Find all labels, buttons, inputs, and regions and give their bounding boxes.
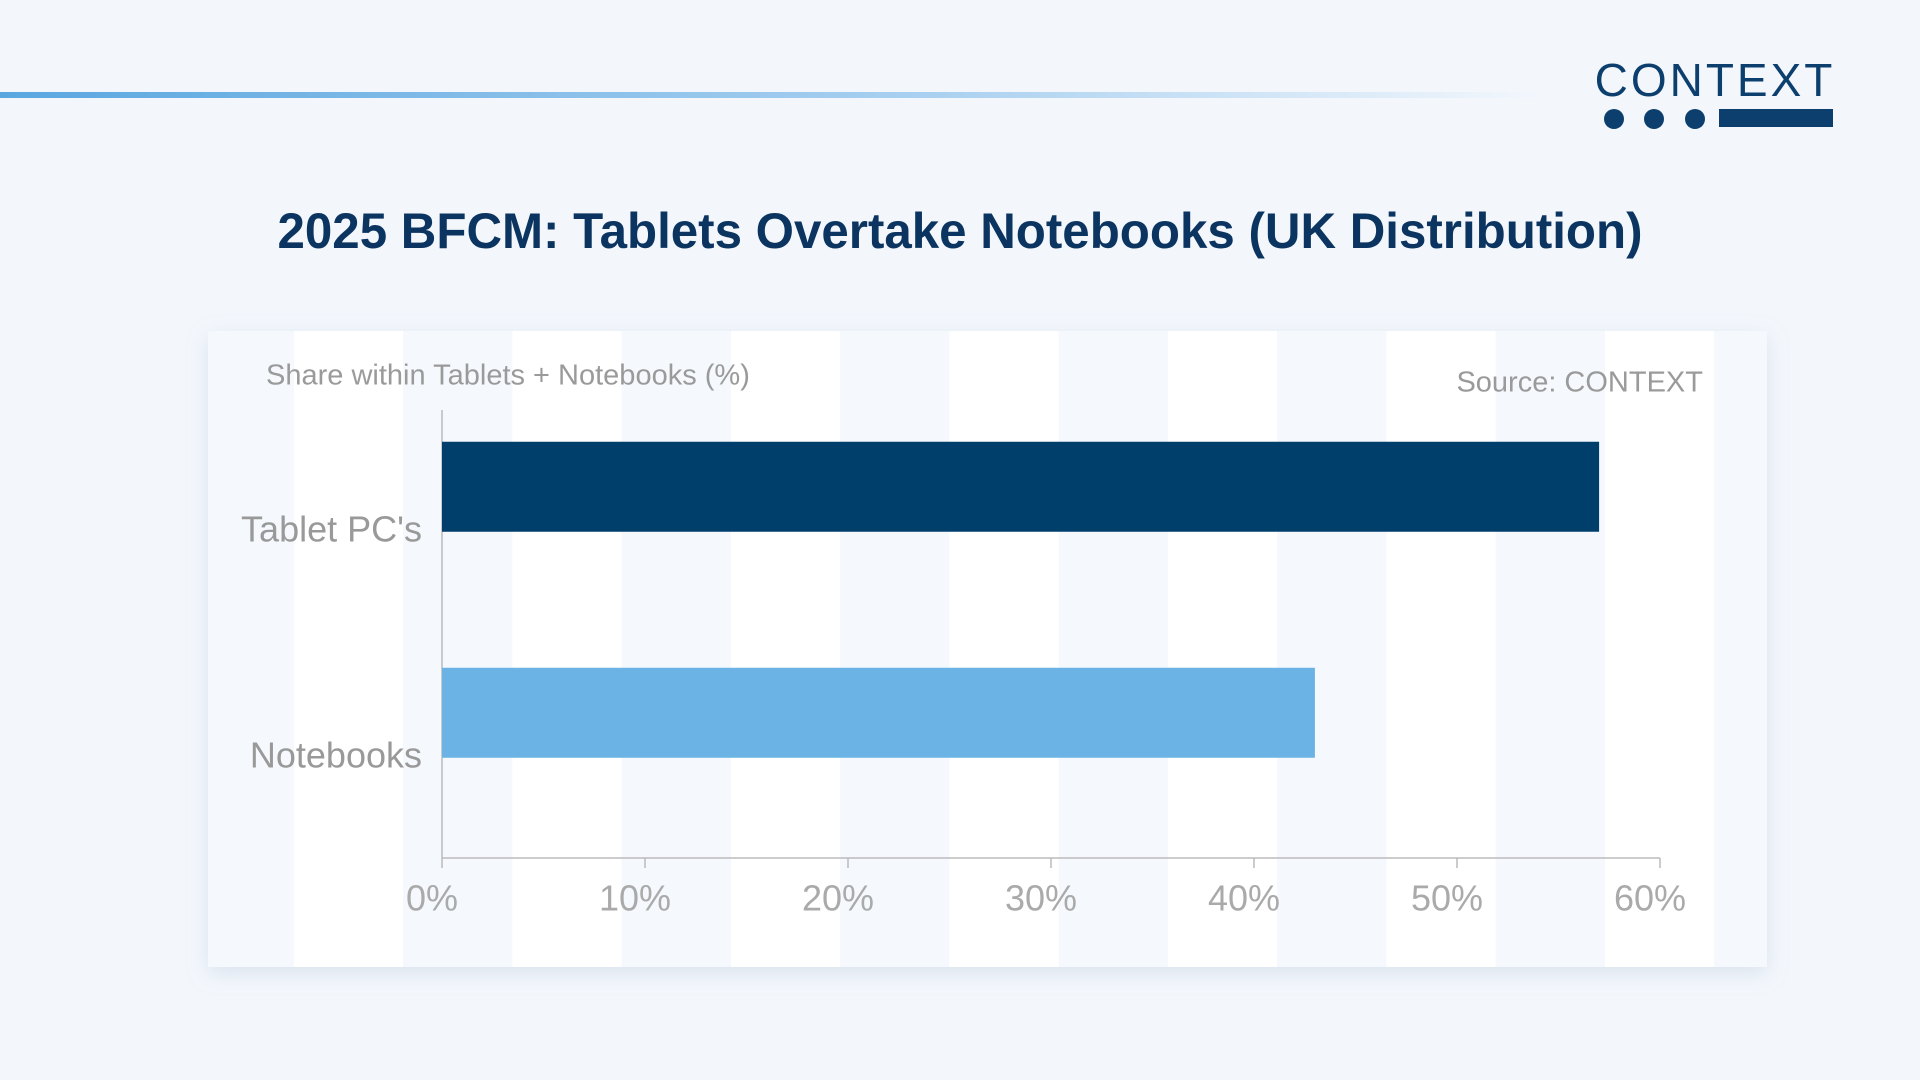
bar — [442, 441, 1600, 532]
logo-mark — [1604, 109, 1833, 129]
stripe — [731, 331, 840, 967]
y-tick-label: Notebooks — [250, 735, 422, 776]
y-tick-label: Tablet PC's — [241, 509, 422, 550]
stripe — [512, 331, 622, 967]
x-tick-label: 30% — [1005, 878, 1077, 919]
x-tick-label: 60% — [1614, 878, 1686, 919]
stripe — [949, 331, 1059, 967]
stripe — [1605, 331, 1714, 967]
source: Source: CONTEXT — [1456, 367, 1703, 399]
background-stripes — [294, 331, 1714, 967]
x-tick-label: 10% — [599, 878, 671, 919]
stripe — [294, 331, 403, 967]
plot: 0% 10% 20% 30% 40% 50% 60% Tablet PC's Notebooks — [241, 410, 1686, 919]
chart-title: 2025 BFCM: Tablets Overtake Notebooks (U… — [278, 203, 1643, 259]
x-tick-label: 40% — [1208, 878, 1280, 919]
x-tick-label: 20% — [802, 878, 874, 919]
x-tick-label: 0% — [406, 878, 458, 919]
x-tick-label: 50% — [1411, 878, 1483, 919]
bar — [442, 667, 1315, 758]
header-line — [0, 92, 1545, 98]
logo-text: CONTEXT — [1595, 54, 1836, 106]
axis-label: Share within Tablets + Notebooks (%) — [266, 360, 750, 392]
stripe — [1386, 331, 1496, 967]
stripe — [1168, 331, 1277, 967]
